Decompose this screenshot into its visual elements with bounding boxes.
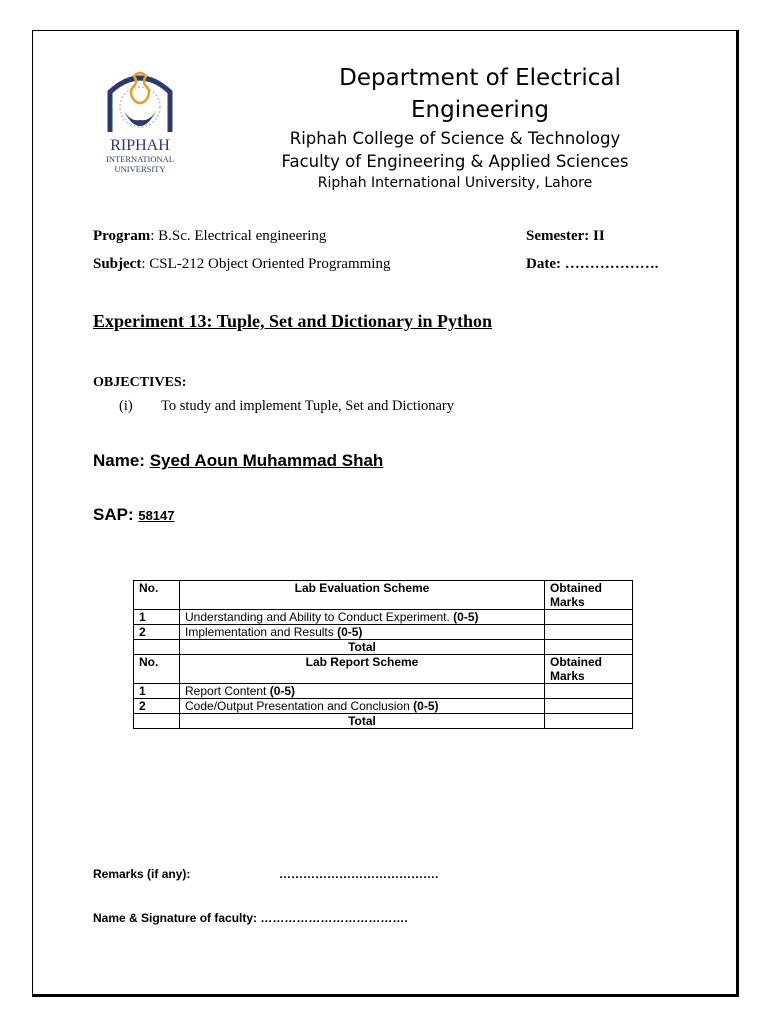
college-faculty: Riphah College of Science & Technology F… — [250, 127, 660, 173]
subject-line: Subject: CSL-212 Object Oriented Program… — [93, 256, 391, 272]
university-name: Riphah International University, Lahore — [317, 175, 593, 191]
table-row: 1 Understanding and Ability to Conduct Ex… — [133, 609, 633, 625]
student-sap: SAP: 58147 — [93, 505, 175, 524]
svg-text:INTERNATIONAL: INTERNATIONAL — [106, 154, 174, 164]
table-header-row: No. Lab Evaluation Scheme Obtained Marks — [133, 580, 633, 610]
department-title: Department of Electrical Engineering — [339, 65, 621, 123]
table-row: 2 Implementation and Results (0-5) — [133, 624, 633, 640]
page-border — [32, 30, 739, 997]
faculty-signature: Name & Signature of faculty: ……………………………… — [93, 911, 408, 925]
faculty-name: Faculty of Engineering & Applied Science… — [281, 152, 629, 171]
semester: Semester: II — [526, 228, 605, 244]
experiment-title: Experiment 13: Tuple, Set and Dictionary… — [93, 311, 493, 331]
program-line: Program: B.Sc. Electrical engineering — [93, 228, 327, 244]
college-name: Riphah College of Science & Technology — [289, 129, 621, 148]
objectives-heading: OBJECTIVES: — [93, 375, 187, 390]
table-row: 1 Report Content (0-5) — [133, 683, 633, 699]
remarks-field: …………………………………. — [279, 867, 439, 881]
svg-text:UNIVERSITY: UNIVERSITY — [115, 164, 166, 174]
table-total-row: Total — [133, 639, 633, 655]
table-total-row: Total — [133, 713, 633, 729]
objective-item: (i) To study and implement Tuple, Set and… — [119, 398, 454, 414]
table-row: 2 Code/Output Presentation and Conclusion… — [133, 698, 633, 714]
table-header-row: No. Lab Report Scheme Obtained Marks — [133, 654, 633, 684]
date-field: Date: ………………. — [526, 256, 659, 272]
evaluation-table: No. Lab Evaluation Scheme Obtained Marks 1… — [133, 580, 633, 729]
svg-text:RIPHAH: RIPHAH — [110, 137, 170, 154]
university-logo: RIPHAH INTERNATIONAL UNIVERSITY — [92, 62, 188, 180]
student-name: Name: Syed Aoun Muhammad Shah — [93, 451, 384, 470]
remarks-label: Remarks (if any): — [93, 867, 191, 881]
